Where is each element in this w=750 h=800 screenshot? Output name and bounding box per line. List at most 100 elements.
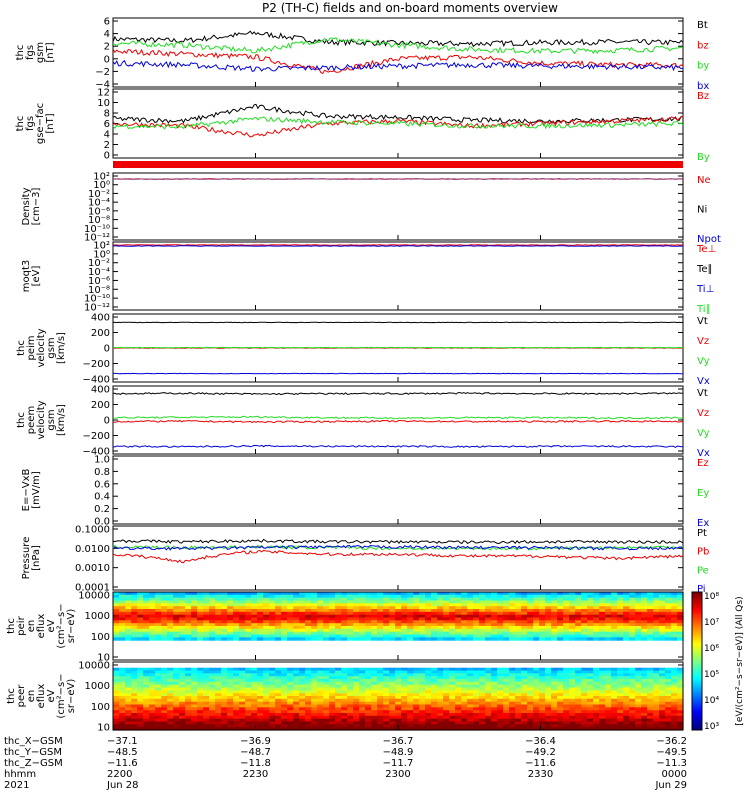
spectrogram-cell — [647, 611, 654, 616]
ion-spectrogram — [112, 591, 684, 661]
y-axis-label-line: velocity — [36, 328, 47, 367]
spectrogram-cell — [509, 594, 516, 599]
spectrogram-cell — [389, 698, 396, 703]
spectrogram-cell — [137, 679, 144, 683]
spectrogram-cell — [383, 592, 390, 596]
spectrogram-cell — [671, 701, 678, 706]
spectrogram-cell — [245, 718, 252, 723]
spectrogram-cell — [143, 727, 150, 731]
spectrogram-cell — [299, 631, 306, 636]
spectrogram-cell — [665, 597, 672, 602]
spectrogram-cell — [611, 592, 618, 596]
spectrogram-cell — [443, 614, 450, 619]
spectrogram-cell — [569, 597, 576, 602]
spectrogram-cell — [581, 718, 588, 723]
spectrogram-cell — [677, 707, 684, 711]
spectrogram-cell — [263, 676, 270, 680]
spectrogram-cell — [233, 631, 240, 636]
spectrogram-cell — [131, 676, 138, 680]
spectrogram-cell — [389, 611, 396, 616]
spectrogram-cell — [509, 597, 516, 602]
spectrogram-cell — [653, 707, 660, 711]
spectrogram-cell — [263, 667, 270, 672]
y-tick-label: −400 — [83, 375, 110, 386]
spectrogram-cell — [455, 704, 462, 708]
spectrogram-cell — [581, 606, 588, 610]
spectrogram-cell — [251, 693, 258, 697]
spectrogram-cell — [197, 614, 204, 619]
colorbar-step — [692, 711, 702, 715]
spectrogram-cell — [191, 614, 198, 619]
spectrogram-cell — [449, 667, 456, 672]
spectrogram-cell — [269, 623, 276, 627]
spectrogram-cell — [185, 701, 192, 706]
spectrogram-cell — [665, 673, 672, 677]
spectrogram-cell — [647, 600, 654, 604]
spectrogram-cell — [233, 724, 240, 728]
spectrogram-cell — [479, 673, 486, 677]
spectrogram-cell — [551, 693, 558, 697]
spectrogram-cell — [545, 684, 552, 689]
spectrogram-cell — [563, 597, 570, 602]
spectrogram-cell — [443, 673, 450, 677]
spectrogram-cell — [197, 687, 204, 691]
spectrogram-cell — [371, 628, 378, 633]
spectrogram-cell — [557, 676, 564, 680]
spectrogram-cell — [383, 628, 390, 633]
spectrogram-cell — [263, 597, 270, 602]
spectrogram-cell — [137, 609, 144, 613]
spectrogram-cell — [125, 684, 132, 689]
spectrogram-cell — [497, 710, 504, 714]
spectrogram-cell — [137, 701, 144, 706]
spectrogram-cell — [161, 684, 168, 689]
spectrogram-cell — [149, 634, 156, 638]
spectrogram-cell — [575, 698, 582, 703]
spectrogram-cell — [371, 718, 378, 723]
spectrogram-cell — [239, 693, 246, 697]
spectrogram-cell — [581, 696, 588, 700]
spectrogram-cell — [641, 684, 648, 689]
spectrogram-cell — [191, 721, 198, 725]
spectrogram-cell — [125, 617, 132, 621]
spectrogram-cell — [461, 721, 468, 725]
spectrogram-cell — [587, 667, 594, 672]
spectrogram-cell — [455, 701, 462, 706]
spectrogram-cell — [635, 698, 642, 703]
spectrogram-cell — [155, 704, 162, 708]
spectrogram-cell — [467, 667, 474, 672]
spectrogram-cell — [473, 721, 480, 725]
spectrogram-cell — [383, 620, 390, 624]
spectrogram-cell — [449, 713, 456, 717]
spectrogram-cell — [527, 623, 534, 627]
spectrogram-cell — [281, 701, 288, 706]
spectrogram-cell — [209, 693, 216, 697]
spectrogram-cell — [437, 617, 444, 621]
Te-series-line — [112, 244, 684, 246]
spectrogram-cell — [419, 670, 426, 674]
spectrogram-cell — [221, 637, 228, 641]
spectrogram-cell — [197, 701, 204, 706]
spectrogram-cell — [395, 701, 402, 706]
spectrogram-cell — [677, 597, 684, 602]
spectrogram-cell — [239, 620, 246, 624]
spectrogram-cell — [593, 606, 600, 610]
spectrogram-cell — [485, 614, 492, 619]
spectrogram-cell — [473, 667, 480, 672]
spectrogram-cell — [239, 628, 246, 633]
spectrogram-cell — [365, 606, 372, 610]
spectrogram-cell — [449, 687, 456, 691]
spectrogram-cell — [641, 721, 648, 725]
spectrogram-cell — [647, 698, 654, 703]
spectrogram-cell — [521, 715, 528, 720]
spectrogram-cell — [197, 718, 204, 723]
spectrogram-cell — [629, 681, 636, 686]
spectrogram-cell — [461, 718, 468, 723]
spectrogram-cell — [155, 606, 162, 610]
spectrogram-cell — [377, 594, 384, 599]
spectrogram-cell — [149, 623, 156, 627]
axis-row-label: 2021 — [4, 780, 29, 791]
spectrogram-cell — [497, 724, 504, 728]
spectrogram-cell — [425, 634, 432, 638]
spectrogram-cell — [269, 609, 276, 613]
